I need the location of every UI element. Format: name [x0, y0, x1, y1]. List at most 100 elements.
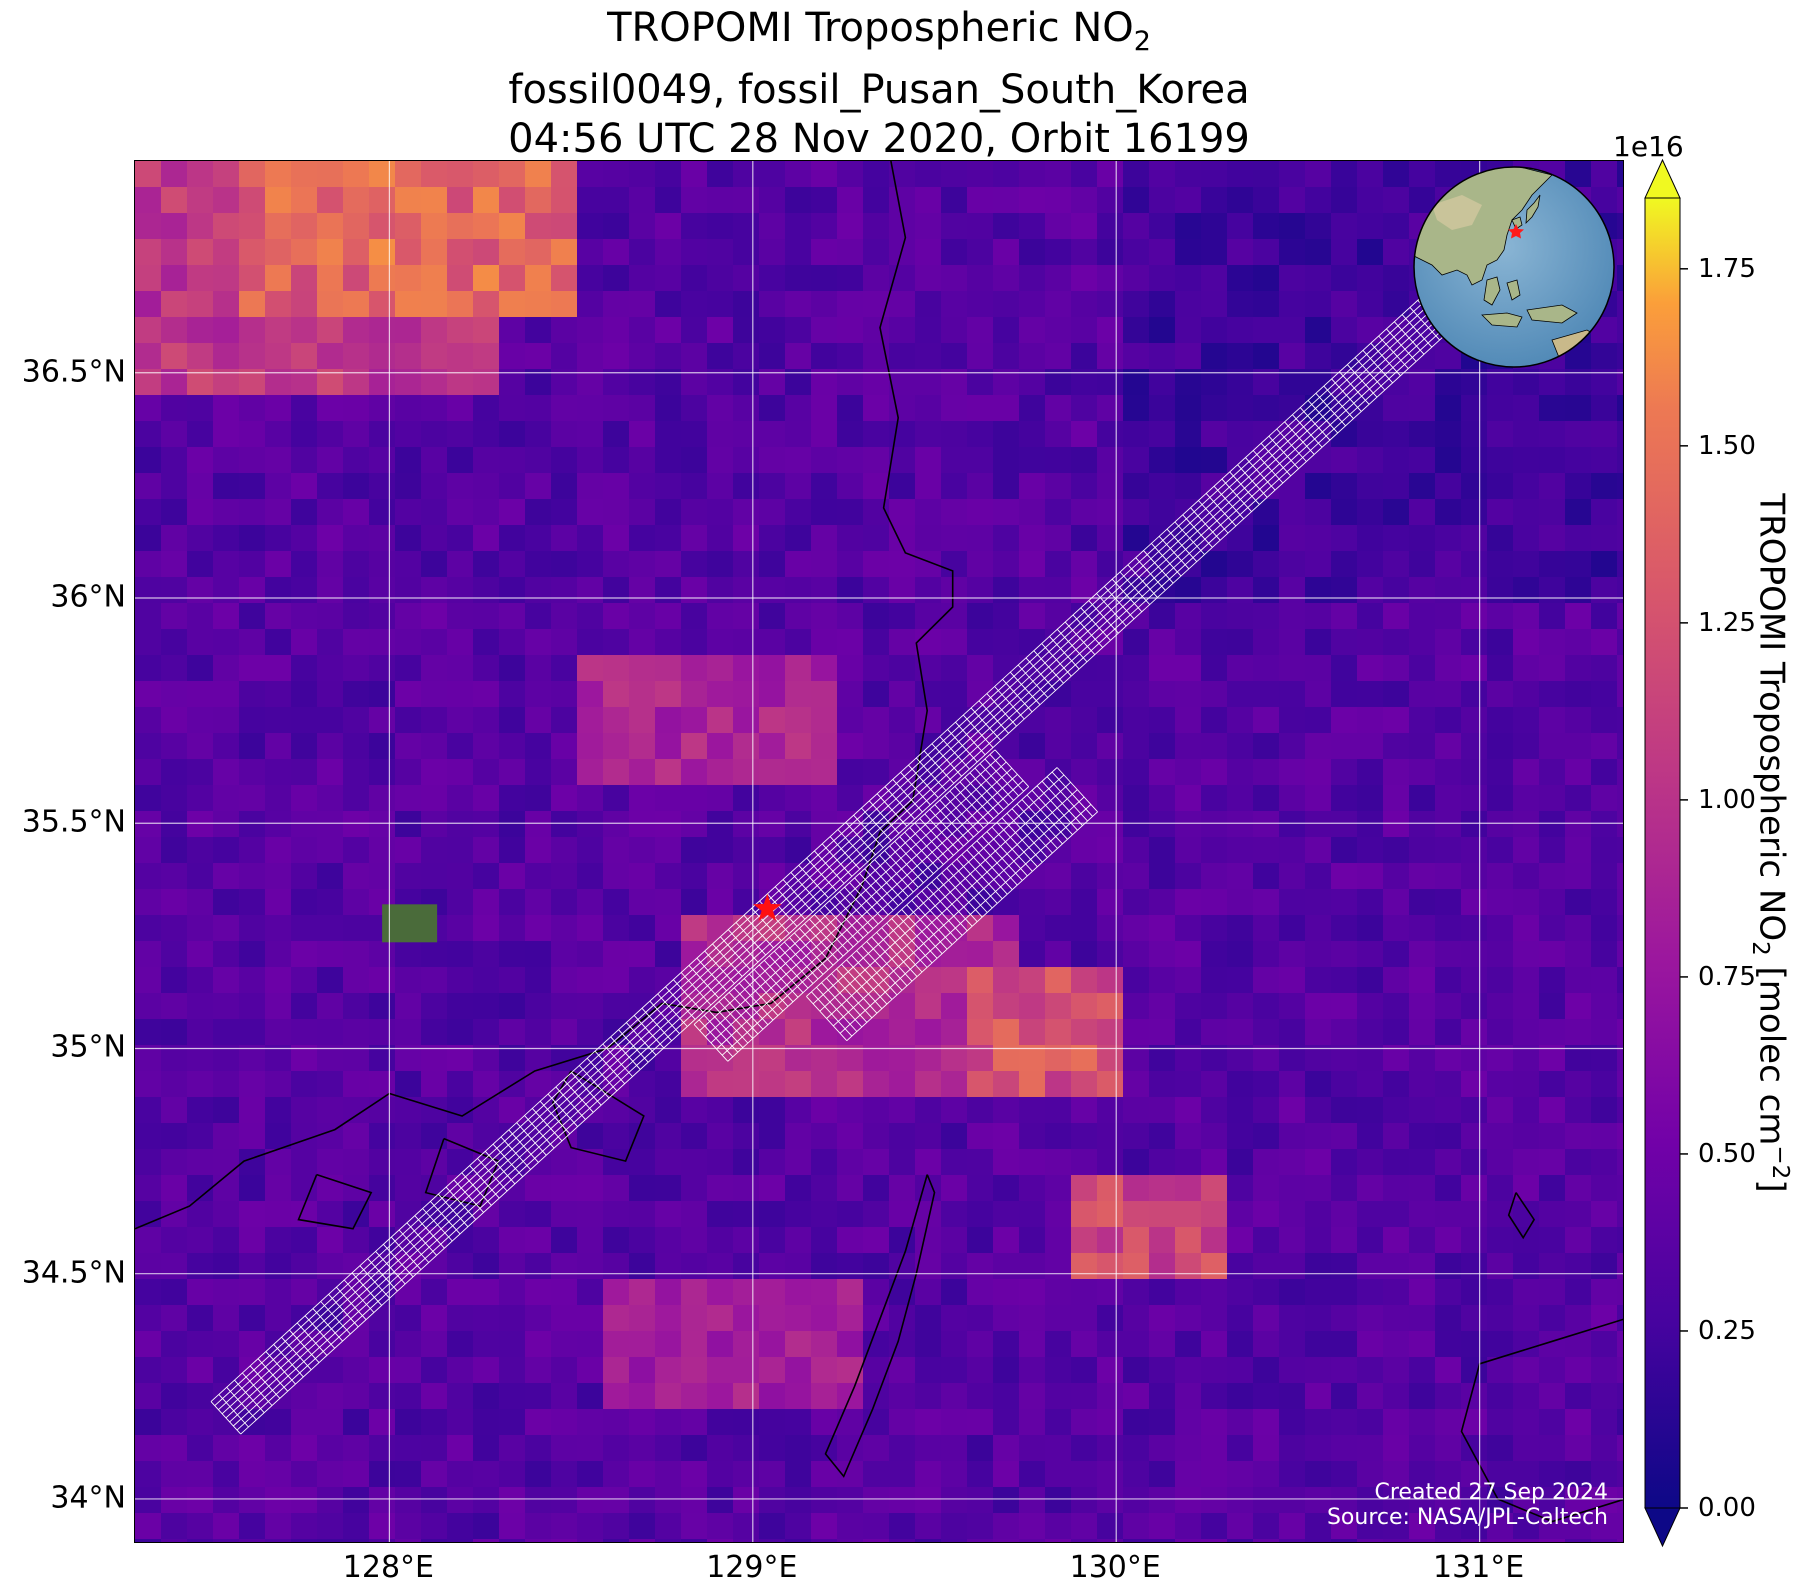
heatmap-cell [161, 1175, 188, 1202]
heatmap-cell [291, 213, 318, 240]
heatmap-cell [1201, 421, 1228, 448]
heatmap-cell [1383, 1201, 1410, 1228]
heatmap-cell [1149, 187, 1176, 214]
heatmap-cell [707, 1201, 734, 1228]
colorbar-extend-bottom [1644, 1507, 1681, 1548]
heatmap-cell [1383, 707, 1410, 734]
heatmap-cell [421, 1383, 448, 1410]
heatmap-cell [1513, 1513, 1540, 1540]
heatmap-cell [1123, 811, 1150, 838]
heatmap-cell [1461, 1149, 1488, 1176]
heatmap-cell [759, 265, 786, 292]
map-canvas[interactable] [135, 161, 1624, 1543]
heatmap-cell [1149, 889, 1176, 916]
heatmap-cell [863, 707, 890, 734]
heatmap-cell [551, 655, 578, 682]
heatmap-cell [863, 1279, 890, 1306]
heatmap-cell [395, 1045, 422, 1072]
heatmap-cell [161, 1409, 188, 1436]
heatmap-cell [1019, 473, 1046, 500]
heatmap-cell [239, 1331, 266, 1358]
heatmap-cell [1383, 499, 1410, 526]
heatmap-cell [1227, 187, 1254, 214]
heatmap-cell [1279, 1539, 1306, 1542]
heatmap-cell [1305, 161, 1332, 188]
heatmap-cell [681, 369, 708, 396]
heatmap-cell [161, 239, 188, 266]
heatmap-cell [1253, 993, 1280, 1020]
heatmap-cell [863, 447, 890, 474]
heatmap-cell [1435, 1253, 1462, 1280]
heatmap-cell [1461, 1019, 1488, 1046]
heatmap-cell [369, 707, 396, 734]
heatmap-cell [161, 577, 188, 604]
heatmap-cell [135, 1461, 162, 1488]
heatmap-cell [1149, 629, 1176, 656]
heatmap-cell [1227, 785, 1254, 812]
heatmap-cell [213, 1279, 240, 1306]
heatmap-cell [1331, 655, 1358, 682]
heatmap-cell [577, 993, 604, 1020]
heatmap-cell [1305, 1279, 1332, 1306]
heatmap-cell [1591, 967, 1618, 994]
heatmap-cell [1331, 1201, 1358, 1228]
heatmap-cell [603, 187, 630, 214]
globe-target-star [1508, 224, 1524, 239]
heatmap-cell [369, 1045, 396, 1072]
heatmap-cell [967, 1227, 994, 1254]
heatmap-cell [1201, 1383, 1228, 1410]
heatmap-cell [1565, 707, 1592, 734]
heatmap-cell [1461, 655, 1488, 682]
heatmap-cell [1409, 1331, 1436, 1358]
heatmap-cell [655, 1071, 682, 1098]
heatmap-cell [1019, 603, 1046, 630]
heatmap-cell [395, 1305, 422, 1332]
heatmap-cell [681, 187, 708, 214]
heatmap-cell [1513, 1201, 1540, 1228]
heatmap-cell [915, 577, 942, 604]
heatmap-cell [1253, 1227, 1280, 1254]
map-panel[interactable]: Created 27 Sep 2024 Source: NASA/JPL-Cal… [134, 160, 1624, 1543]
heatmap-cell [603, 733, 630, 760]
heatmap-cell [551, 187, 578, 214]
heatmap-cell [1565, 1045, 1592, 1072]
heatmap-cell [811, 499, 838, 526]
heatmap-cell [811, 473, 838, 500]
heatmap-cell [967, 967, 994, 994]
heatmap-cell [785, 733, 812, 760]
heatmap-cell [577, 1409, 604, 1436]
heatmap-cell [1305, 265, 1332, 292]
heatmap-cell [967, 1331, 994, 1358]
heatmap-cell [889, 1383, 916, 1410]
heatmap-cell [1487, 941, 1514, 968]
heatmap-cell [1435, 1071, 1462, 1098]
heatmap-cell [1175, 1435, 1202, 1462]
heatmap-cell [187, 213, 214, 240]
heatmap-cell [1201, 1227, 1228, 1254]
heatmap-cell [889, 265, 916, 292]
heatmap-cell [967, 369, 994, 396]
heatmap-cell [1617, 1513, 1623, 1540]
heatmap-cell [291, 889, 318, 916]
heatmap-cell [551, 759, 578, 786]
heatmap-cell [1539, 1097, 1566, 1124]
heatmap-cell [577, 1331, 604, 1358]
heatmap-cell [1331, 1227, 1358, 1254]
heatmap-cell [499, 1513, 526, 1540]
heatmap-cell [525, 343, 552, 370]
heatmap-cell [1409, 863, 1436, 890]
heatmap-cell [655, 837, 682, 864]
heatmap-cell [369, 1097, 396, 1124]
heatmap-cell [629, 187, 656, 214]
heatmap-cell [213, 629, 240, 656]
heatmap-cell [1565, 1019, 1592, 1046]
heatmap-cell [603, 837, 630, 864]
heatmap-cell [1045, 343, 1072, 370]
heatmap-cell [1201, 1305, 1228, 1332]
heatmap-cell [577, 551, 604, 578]
heatmap-cell [1409, 889, 1436, 916]
heatmap-cell [811, 317, 838, 344]
heatmap-cell [1409, 603, 1436, 630]
heatmap-cell [1097, 785, 1124, 812]
heatmap-cell [1019, 239, 1046, 266]
